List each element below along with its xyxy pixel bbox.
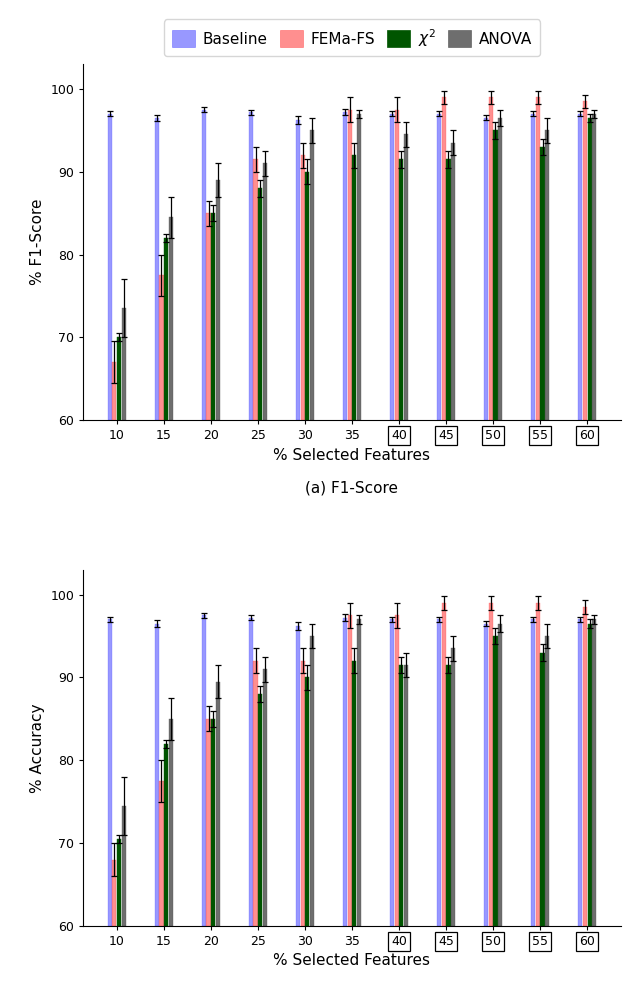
Bar (249, 618, 253, 926)
Bar (202, 109, 206, 421)
Bar (531, 620, 535, 926)
Bar (216, 180, 220, 421)
Bar (399, 160, 403, 421)
Bar (253, 661, 258, 926)
Bar (442, 603, 446, 926)
Bar (498, 624, 502, 926)
Bar (343, 618, 347, 926)
Bar (113, 860, 116, 926)
Bar (489, 603, 493, 926)
Bar (357, 113, 361, 421)
Bar (493, 130, 497, 421)
X-axis label: % Selected Features: % Selected Features (273, 953, 431, 968)
Bar (498, 118, 502, 421)
Bar (301, 155, 305, 421)
Bar (216, 682, 220, 926)
Bar (390, 113, 394, 421)
Bar (211, 719, 215, 926)
Bar (451, 143, 455, 421)
Bar (343, 112, 347, 421)
Bar (348, 616, 352, 926)
Bar (536, 98, 540, 421)
Bar (296, 120, 300, 421)
Bar (545, 636, 549, 926)
Bar (583, 607, 587, 926)
Bar (451, 648, 455, 926)
Bar (348, 109, 352, 421)
Bar (159, 275, 164, 421)
Bar (446, 160, 451, 421)
Bar (122, 806, 126, 926)
Bar (301, 661, 305, 926)
Bar (395, 109, 399, 421)
Bar (296, 626, 300, 926)
Bar (108, 620, 112, 926)
Bar (113, 362, 116, 421)
Bar (592, 620, 596, 926)
Bar (437, 113, 441, 421)
Bar (578, 620, 582, 926)
Bar (484, 118, 488, 421)
Bar (531, 113, 535, 421)
Bar (545, 130, 549, 421)
Bar (588, 624, 591, 926)
Bar (305, 678, 309, 926)
Bar (352, 155, 356, 421)
Bar (540, 147, 545, 421)
Bar (253, 160, 258, 421)
Bar (155, 118, 159, 421)
Bar (164, 744, 168, 926)
Bar (122, 308, 126, 421)
Bar (263, 669, 267, 926)
Bar (583, 101, 587, 421)
Bar (258, 694, 262, 926)
Bar (578, 113, 582, 421)
Bar (588, 118, 591, 421)
Bar (117, 337, 121, 421)
Bar (164, 238, 168, 421)
Bar (404, 134, 408, 421)
Bar (395, 616, 399, 926)
Bar (211, 213, 215, 421)
Bar (404, 665, 408, 926)
Bar (442, 98, 446, 421)
Bar (169, 218, 173, 421)
Bar (310, 130, 314, 421)
Bar (493, 636, 497, 926)
Bar (202, 616, 206, 926)
Bar (108, 113, 112, 421)
Bar (249, 112, 253, 421)
Bar (489, 98, 493, 421)
Text: (a) F1-Score: (a) F1-Score (305, 481, 399, 495)
Bar (540, 653, 545, 926)
Bar (310, 636, 314, 926)
Bar (169, 719, 173, 926)
Bar (207, 213, 211, 421)
Bar (357, 620, 361, 926)
Y-axis label: % F1-Score: % F1-Score (29, 199, 45, 286)
Bar (592, 113, 596, 421)
Y-axis label: % Accuracy: % Accuracy (29, 703, 45, 793)
Bar (117, 839, 121, 926)
Bar (155, 624, 159, 926)
Bar (399, 665, 403, 926)
Bar (484, 624, 488, 926)
Bar (352, 661, 356, 926)
X-axis label: % Selected Features: % Selected Features (273, 448, 431, 463)
Bar (159, 781, 164, 926)
Bar (536, 603, 540, 926)
Bar (258, 188, 262, 421)
Bar (437, 620, 441, 926)
Bar (446, 665, 451, 926)
Bar (390, 620, 394, 926)
Bar (263, 164, 267, 421)
Bar (207, 719, 211, 926)
Bar (305, 171, 309, 421)
Legend: Baseline, FEMa-FS, $\chi^2$, ANOVA: Baseline, FEMa-FS, $\chi^2$, ANOVA (164, 20, 540, 56)
